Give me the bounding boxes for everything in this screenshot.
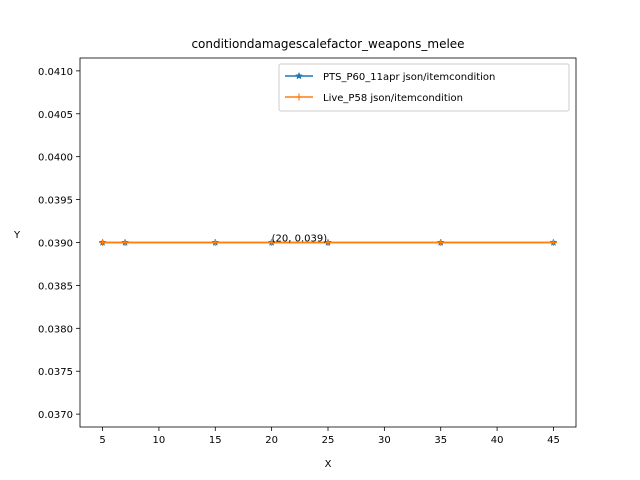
x-tick-label: 40 [491,435,504,446]
y-tick-label: 0.0405 [38,110,73,121]
point-annotation: (20, 0.039) [272,234,328,245]
x-tick-label: 25 [322,435,335,446]
series-point-1 [268,239,276,246]
x-tick-label: 10 [153,435,166,446]
plot-frame [79,57,577,428]
x-axis-label: X [325,459,332,470]
y-tick-label: 0.0410 [38,67,73,78]
legend-item-0: PTS_P60_11apr json/itemcondition [285,71,495,83]
y-tick-label: 0.0400 [38,153,73,164]
legend-label-0: PTS_P60_11apr json/itemcondition [323,72,495,83]
y-tick-label: 0.0395 [38,196,73,207]
legend-marker [295,71,303,80]
legend-label-1: Live_P58 json/itemcondition [323,93,463,104]
x-tick-label: 45 [547,435,560,446]
y-tick-label: 0.0375 [38,367,73,378]
series-point-1 [437,239,445,246]
x-tick-label: 20 [265,435,278,446]
x-tick-label: 5 [99,435,105,446]
y-tick-label: 0.0380 [38,324,73,335]
y-tick-label: 0.0390 [38,239,73,250]
series-point-1 [121,239,129,246]
y-tick-label: 0.0370 [38,410,73,421]
y-axis-label: Y [13,230,21,241]
x-tick-label: 30 [378,435,391,446]
x-tick-label: 15 [209,435,222,446]
series-point-1 [211,239,219,246]
series-point-1 [324,239,332,246]
chart-title: conditiondamagescalefactor_weapons_melee [191,37,464,51]
legend-item-1: Live_P58 json/itemcondition [285,93,463,104]
series-point-1 [99,239,107,246]
series-point-1 [549,239,557,246]
legend-box [278,63,570,112]
y-tick-label: 0.0385 [38,281,73,292]
x-tick-label: 35 [434,435,447,446]
